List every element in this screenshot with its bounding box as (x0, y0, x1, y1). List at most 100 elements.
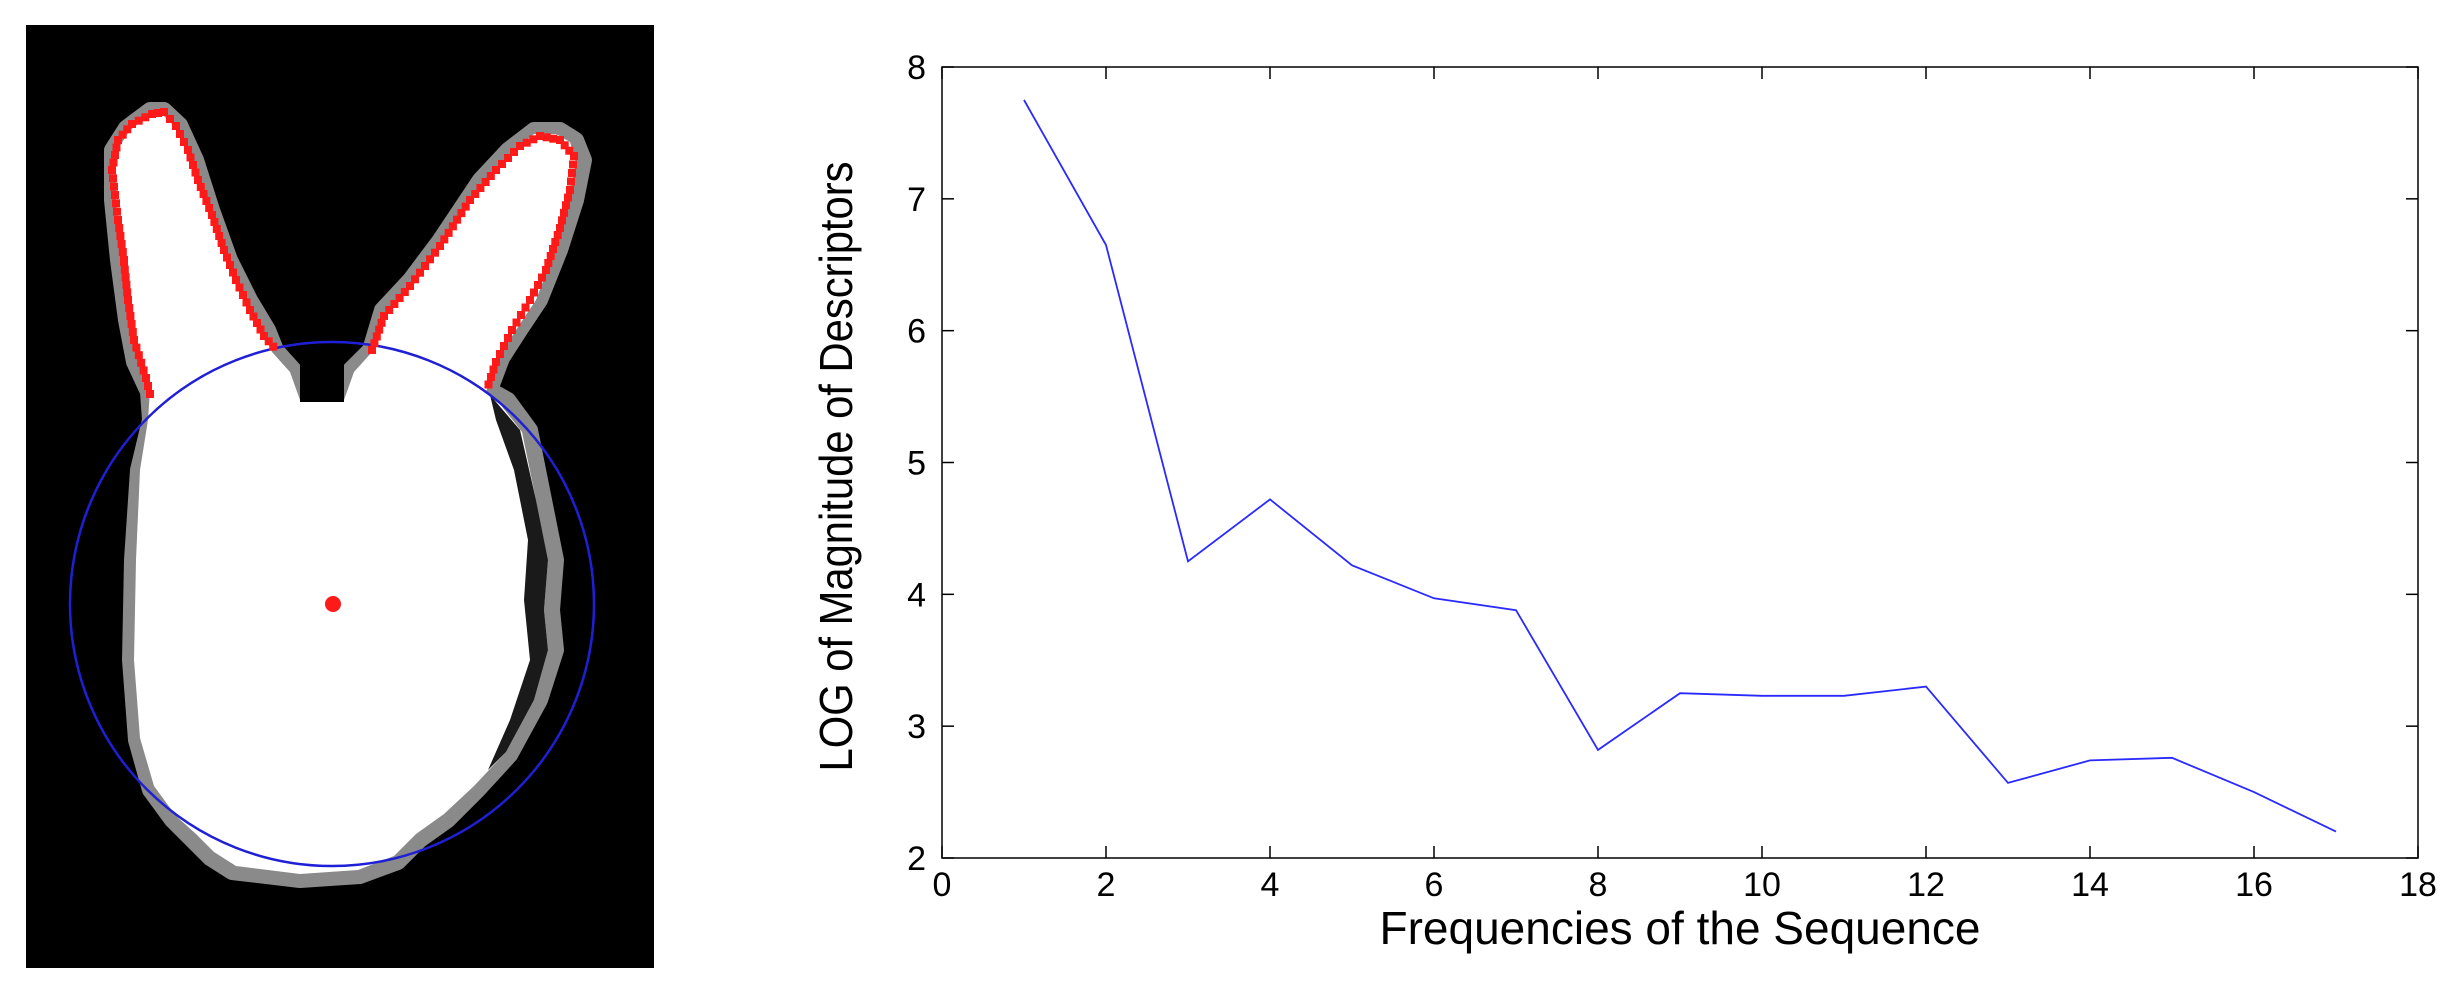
fitted-circle (68, 340, 596, 868)
contour-point (512, 318, 521, 327)
contour-point (448, 222, 457, 231)
contour-point (205, 204, 214, 212)
contour-point (114, 136, 122, 144)
contour-point (411, 275, 419, 284)
contour-point (220, 246, 228, 254)
contour-point (166, 115, 174, 123)
contour-point (484, 380, 493, 389)
x-tick-label: 12 (1907, 866, 1945, 904)
contour-point (172, 122, 180, 130)
contour-point (440, 235, 449, 244)
contour-point (444, 228, 453, 237)
contour-point (534, 281, 542, 289)
contour-point (111, 191, 119, 199)
contour-point (564, 193, 572, 202)
contour-point (116, 232, 125, 240)
x-tick-label: 6 (1425, 866, 1444, 904)
contour-point (113, 207, 121, 216)
contour-point (370, 339, 379, 348)
contour-point (400, 288, 409, 296)
contour-point (395, 294, 404, 302)
contour-point (530, 288, 538, 297)
contour-point (148, 110, 156, 118)
contour-point (144, 382, 152, 390)
y-tick-label: 6 (907, 313, 926, 351)
contour-point (127, 320, 136, 328)
contour-point (538, 273, 546, 282)
rabbit-silhouette (116, 114, 576, 874)
contour-point (377, 318, 386, 327)
contour-point (496, 350, 504, 358)
x-tick-label: 8 (1589, 866, 1608, 904)
contour-point (549, 245, 557, 253)
contour-point (134, 351, 143, 360)
y-tick-label: 5 (907, 445, 926, 483)
contour-point (542, 266, 550, 274)
contour-point (202, 197, 211, 205)
contour-point (126, 312, 135, 320)
x-tick-label: 18 (2399, 866, 2437, 904)
centroid-dot (325, 596, 341, 612)
contour-point (529, 135, 538, 144)
contour-point (556, 224, 564, 232)
contour-points (108, 108, 578, 398)
y-tick-label: 7 (907, 181, 926, 219)
contour-point (567, 177, 575, 186)
x-tick-label: 14 (2071, 866, 2109, 904)
contour-point (476, 184, 485, 192)
contour-point (130, 336, 138, 344)
contour-point (249, 312, 258, 321)
contour-point (186, 153, 195, 162)
contour-point (208, 211, 216, 219)
series-line (1023, 99, 2337, 833)
contour-point (115, 224, 124, 232)
contour-point (380, 312, 388, 320)
contour-point (536, 132, 544, 140)
contour-point (416, 268, 424, 277)
contour-point (426, 255, 434, 264)
contour-point (242, 298, 251, 307)
contour-point (120, 258, 128, 266)
contour-point (390, 300, 399, 308)
contour-point (385, 306, 394, 314)
ear-gap-notch (300, 350, 344, 402)
contour-point (128, 328, 137, 336)
contour-point (558, 216, 566, 225)
contour-point (217, 239, 226, 247)
contour-point (109, 174, 117, 183)
contour-point (260, 332, 268, 340)
contour-point (544, 259, 553, 267)
rabbit-image-panel (26, 25, 654, 968)
contour-point (570, 152, 578, 160)
y-axis-ticks: 2 3 4 5 6 7 8 (907, 49, 2418, 878)
contour-point (122, 280, 131, 289)
contour-point (372, 332, 381, 341)
contour-point (489, 365, 498, 374)
contour-point (132, 343, 141, 352)
contour-point (120, 265, 129, 274)
y-tick-label: 4 (907, 576, 926, 614)
contour-point (194, 176, 202, 184)
contour-point (492, 358, 500, 366)
contour-point (461, 202, 470, 211)
contour-point (125, 304, 134, 312)
x-axis-label: Frequencies of the Sequence (1380, 902, 1981, 954)
contour-point (139, 366, 148, 375)
contour-point (542, 133, 551, 142)
contour-point (565, 146, 574, 155)
contour-point (246, 306, 254, 314)
contour-point (196, 183, 205, 191)
contour-point (431, 248, 439, 257)
contour-point (466, 196, 474, 204)
contour-point (180, 138, 188, 146)
contour-point (481, 178, 490, 186)
contour-point (560, 141, 569, 150)
contour-point (487, 373, 495, 381)
contour-point (111, 151, 119, 159)
contour-point (223, 253, 231, 262)
contour-point (568, 169, 576, 177)
contour-point (232, 276, 240, 284)
contour-point (137, 358, 146, 367)
contour-point (141, 113, 150, 122)
